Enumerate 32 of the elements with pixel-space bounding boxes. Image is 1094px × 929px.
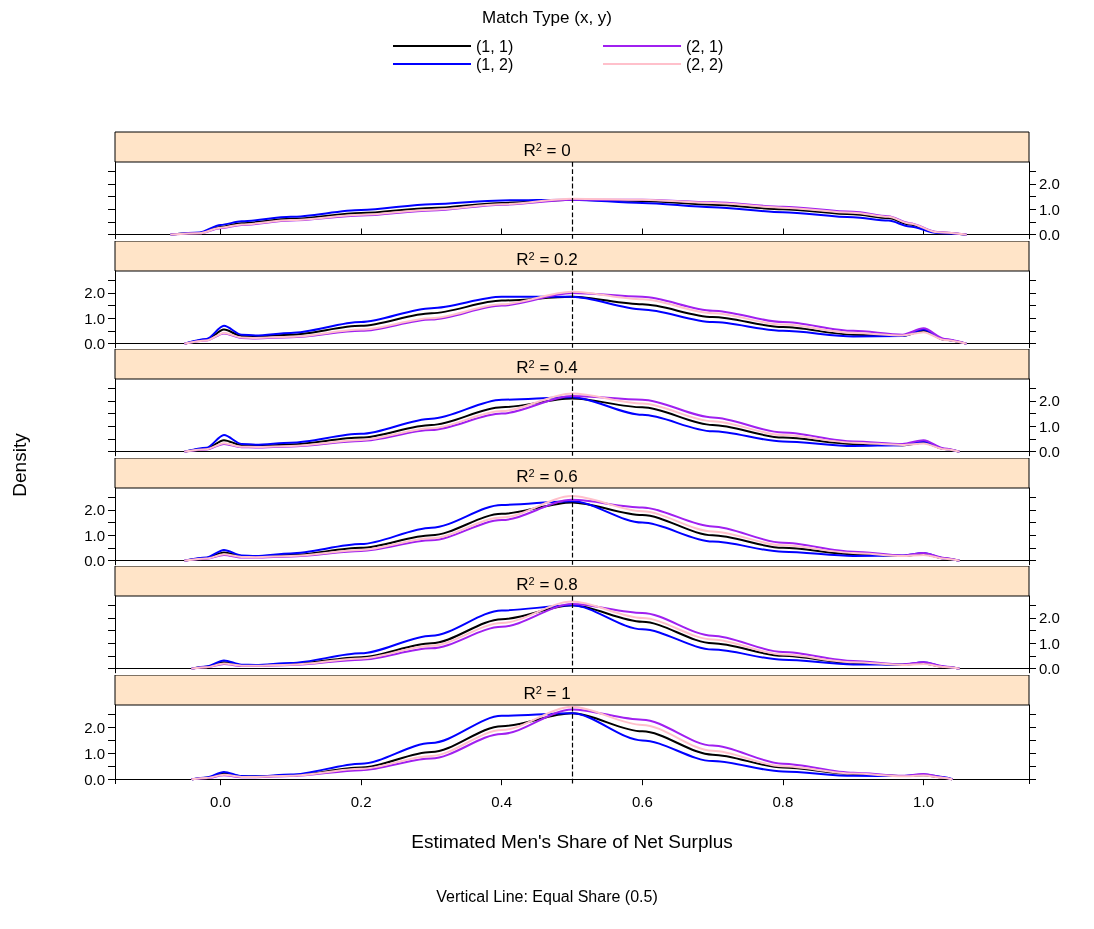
y-tick-label: 1.0 bbox=[84, 526, 105, 544]
legend-label: (2, 1) bbox=[686, 37, 724, 55]
y-tick-label: 2.0 bbox=[84, 501, 105, 519]
y-tick-label: 0.0 bbox=[1039, 443, 1060, 461]
y-tick-label: 1.0 bbox=[1039, 417, 1060, 435]
y-tick-label: 2.0 bbox=[1039, 175, 1060, 193]
y-tick-label: 0.0 bbox=[84, 551, 105, 569]
x-tick-label: 0.4 bbox=[491, 792, 513, 810]
legend-label: (1, 2) bbox=[476, 55, 514, 73]
legend-label: (1, 1) bbox=[476, 37, 514, 55]
y-tick-label: 1.0 bbox=[1039, 200, 1060, 218]
y-tick-label: 0.0 bbox=[84, 334, 105, 352]
y-tick-label: 2.0 bbox=[1039, 609, 1060, 627]
y-tick-label: 2.0 bbox=[1039, 392, 1060, 410]
y-tick-label: 0.0 bbox=[1039, 660, 1060, 678]
x-tick-label: 0.2 bbox=[350, 792, 372, 810]
y-tick-label: 2.0 bbox=[84, 718, 105, 736]
y-axis-title: Density bbox=[8, 432, 31, 499]
y-tick-label: 1.0 bbox=[84, 744, 105, 762]
text: Vertical Line: Equal Share (0.5) bbox=[436, 888, 658, 906]
y-tick-label: 1.0 bbox=[84, 309, 105, 327]
x-tick-label: 1.0 bbox=[913, 792, 934, 810]
y-tick-label: 0.0 bbox=[1039, 226, 1060, 243]
legend-title: Match Type (x, y) bbox=[481, 8, 613, 27]
x-tick-label: 0.6 bbox=[631, 792, 653, 810]
y-tick-label: 0.0 bbox=[84, 770, 105, 788]
x-axis-title: Estimated Men's Share of Net Surplus bbox=[411, 830, 733, 852]
y-tick-label: 2.0 bbox=[84, 284, 105, 302]
x-tick-label: 0.0 bbox=[210, 792, 231, 810]
legend-label: (2, 2) bbox=[686, 55, 724, 73]
x-tick-label: 0.8 bbox=[772, 792, 794, 810]
y-tick-label: 1.0 bbox=[1039, 635, 1060, 653]
